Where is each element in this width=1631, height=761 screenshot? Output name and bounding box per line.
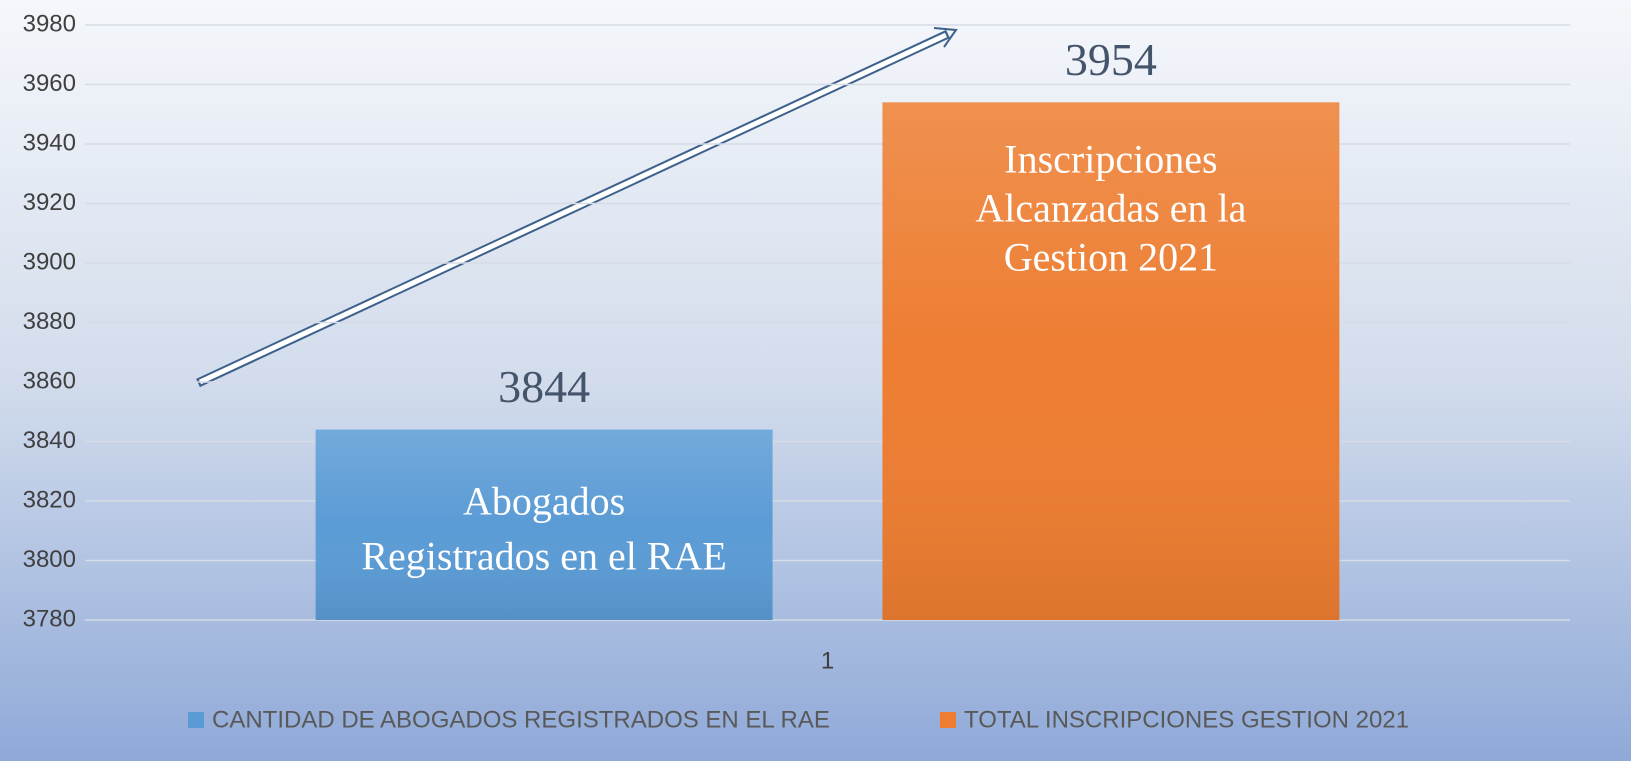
data-label: 3954 [1065, 34, 1157, 85]
y-tick-label: 3800 [23, 546, 76, 573]
bar-annotation: Alcanzadas en la [975, 186, 1246, 231]
y-tick-label: 3820 [23, 486, 76, 513]
bar-annotation: Gestion 2021 [1004, 235, 1218, 280]
y-tick-label: 3840 [23, 427, 76, 454]
y-tick-label: 3900 [23, 248, 76, 275]
bar-annotation: Abogados [463, 478, 625, 523]
bar-sheen [882, 102, 1340, 621]
legend-label: CANTIDAD DE ABOGADOS REGISTRADOS EN EL R… [212, 706, 830, 733]
y-tick-label: 3880 [23, 308, 76, 335]
legend-swatch [188, 712, 204, 728]
y-tick-label: 3940 [23, 129, 76, 156]
x-tick-label: 1 [821, 647, 834, 674]
legend-label: TOTAL INSCRIPCIONES GESTION 2021 [964, 706, 1409, 733]
y-tick-label: 3960 [23, 70, 76, 97]
y-tick-label: 3920 [23, 189, 76, 216]
data-label: 3844 [498, 361, 590, 412]
y-tick-label: 3860 [23, 367, 76, 394]
bar-annotation: Registrados en el RAE [361, 533, 727, 578]
bar-sheen [315, 429, 773, 620]
y-tick-label: 3780 [23, 605, 76, 632]
legend-swatch [940, 712, 956, 728]
y-tick-label: 3980 [23, 10, 76, 37]
trend-arrow [196, 27, 958, 388]
bar-annotation: Inscripciones [1004, 137, 1217, 182]
